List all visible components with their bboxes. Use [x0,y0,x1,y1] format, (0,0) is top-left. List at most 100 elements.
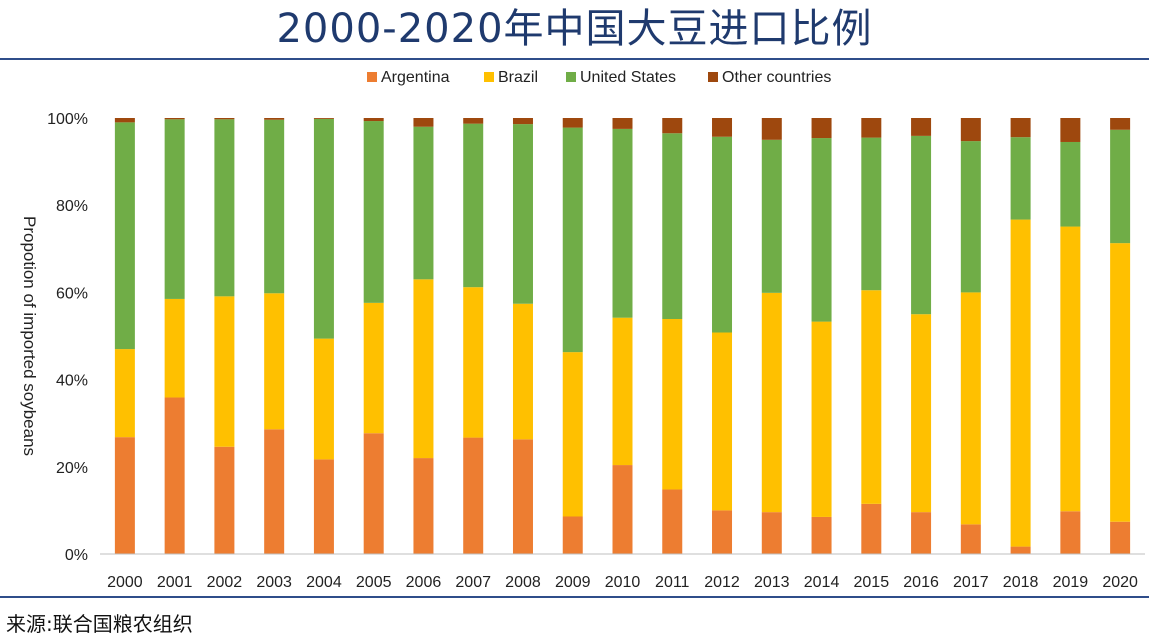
bar-other-countries-2004 [313,118,334,119]
bar-brazil-2008 [512,303,533,440]
legend-swatch-brazil [484,72,494,82]
bar-united-states-2003 [264,119,285,294]
legend-swatch-united-states [566,72,576,82]
bar-brazil-2013 [761,292,782,513]
bar-argentina-2001 [164,397,185,554]
bar-united-states-2000 [114,122,135,350]
bar-argentina-2013 [761,512,782,554]
bar-other-countries-2006 [413,118,434,127]
bar-brazil-2016 [911,314,932,513]
x-tick-label: 2003 [256,574,292,591]
bar-other-countries-2009 [562,118,583,128]
bar-brazil-2007 [463,287,484,438]
bar-argentina-2005 [363,433,384,554]
x-tick-label: 2019 [1053,574,1089,591]
bar-other-countries-2014 [811,118,832,139]
x-tick-label: 2001 [157,574,193,591]
page-title: 2000-2020年中国大豆进口比例 [276,6,873,52]
x-tick-label: 2016 [903,574,939,591]
y-tick-label: 100% [47,111,88,128]
bar-other-countries-2019 [1060,118,1081,142]
bar-argentina-2019 [1060,511,1081,554]
bar-united-states-2018 [1010,137,1031,220]
bar-united-states-2011 [662,133,683,319]
bar-brazil-2011 [662,319,683,490]
bar-brazil-2020 [1110,243,1131,522]
bar-other-countries-2016 [911,118,932,136]
bar-argentina-2014 [811,516,832,554]
bar-argentina-2004 [313,459,334,554]
bar-argentina-2002 [214,446,235,554]
bar-argentina-2003 [264,429,285,554]
bar-brazil-2014 [811,321,832,517]
x-tick-label: 2004 [306,574,342,591]
bar-united-states-2016 [911,135,932,315]
bar-argentina-2008 [512,439,533,554]
bar-united-states-2020 [1110,129,1131,244]
bar-brazil-2015 [861,290,882,504]
bar-united-states-2004 [313,118,334,339]
bar-brazil-2009 [562,352,583,517]
bar-other-countries-2015 [861,118,882,138]
bar-united-states-2010 [612,128,633,318]
x-tick-label: 2000 [107,574,143,591]
x-tick-label: 2006 [406,574,442,591]
bar-united-states-2013 [761,139,782,293]
bar-brazil-2006 [413,279,434,459]
bar-united-states-2009 [562,127,583,353]
bar-brazil-2003 [264,293,285,430]
legend-label-other-countries: Other countries [722,69,831,86]
bar-argentina-2012 [712,510,733,554]
bar-argentina-2007 [463,437,484,554]
chart-legend: Argentina Brazil United States Other countr… [367,69,831,86]
bar-united-states-2017 [960,141,981,293]
bar-brazil-2000 [114,349,135,438]
bar-united-states-2002 [214,119,235,297]
bar-brazil-2004 [313,338,334,460]
x-tick-label: 2015 [854,574,890,591]
bar-argentina-2009 [562,516,583,554]
bar-series [114,118,1131,554]
bar-brazil-2017 [960,292,981,525]
y-tick-label: 40% [56,373,88,390]
bar-brazil-2001 [164,298,185,398]
x-tick-label: 2012 [704,574,740,591]
x-tick-label: 2011 [655,574,690,591]
bar-other-countries-2003 [264,118,285,120]
y-tick-label: 20% [56,460,88,477]
x-tick-label: 2008 [505,574,541,591]
bar-brazil-2019 [1060,226,1081,512]
bar-united-states-2001 [164,119,185,299]
bar-argentina-2006 [413,458,434,554]
bar-argentina-2015 [861,503,882,554]
bar-argentina-2018 [1010,546,1031,554]
x-tick-label: 2017 [953,574,989,591]
x-tick-label: 2007 [455,574,491,591]
bar-united-states-2012 [712,136,733,333]
bar-other-countries-2007 [463,118,484,124]
bar-brazil-2005 [363,302,384,434]
bar-brazil-2002 [214,296,235,447]
bar-other-countries-2002 [214,118,235,120]
bar-other-countries-2008 [512,118,533,125]
legend-label-united-states: United States [580,69,676,86]
bar-argentina-2011 [662,489,683,554]
bar-other-countries-2020 [1110,118,1131,130]
bar-united-states-2008 [512,124,533,304]
bar-brazil-2018 [1010,219,1031,547]
source-note: 来源:联合国粮农组织 [6,612,193,636]
bar-argentina-2010 [612,465,633,554]
bar-other-countries-2001 [164,118,185,120]
bar-other-countries-2005 [363,118,384,122]
bar-argentina-2000 [114,437,135,554]
bar-argentina-2016 [911,512,932,554]
x-tick-label: 2020 [1102,574,1138,591]
bar-united-states-2005 [363,121,384,303]
bar-argentina-2020 [1110,521,1131,554]
x-tick-label: 2010 [605,574,641,591]
y-tick-label: 60% [56,285,88,302]
bar-united-states-2006 [413,126,434,280]
bar-other-countries-2000 [114,118,135,123]
legend-swatch-argentina [367,72,377,82]
bar-other-countries-2017 [960,118,981,142]
